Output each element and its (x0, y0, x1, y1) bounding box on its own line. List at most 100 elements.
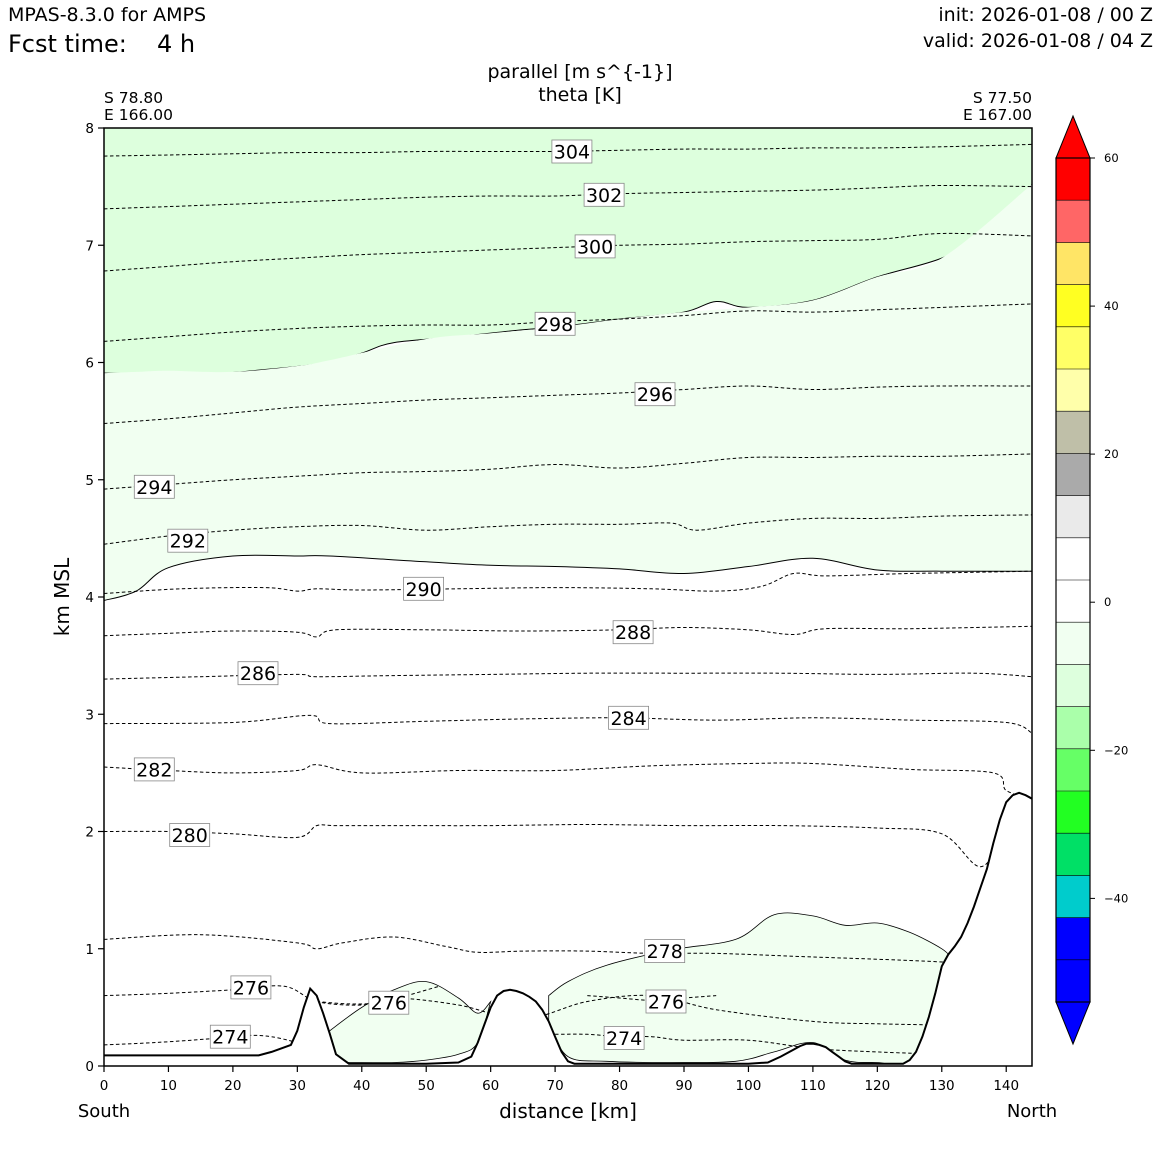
shade-region-1 (104, 184, 1032, 601)
colorbar-bin (1056, 664, 1090, 707)
theta-contour-288 (104, 625, 1032, 638)
colorbar-tick-label: 0 (1104, 595, 1111, 609)
colorbar-bin (1056, 158, 1090, 201)
y-tick-label: 6 (85, 356, 94, 372)
chart-title-parallel: parallel [m s^{-1}] (487, 61, 672, 83)
contour-label-box-5 (644, 939, 686, 963)
colorbar-frame (1055, 157, 1091, 1003)
colorbar-bin (1056, 369, 1090, 412)
colorbar-tick-label: −20 (1104, 743, 1128, 757)
theta-contour-302 (104, 184, 1032, 210)
x-tick-label: 120 (864, 1078, 890, 1094)
x-tick-label: 140 (993, 1078, 1019, 1094)
theta-contour-300 (104, 232, 1032, 272)
contour-label-274: 274 (606, 1028, 642, 1050)
theta-contour-284 (104, 714, 1032, 734)
contour-label-box-8 (608, 705, 649, 730)
theta-contour-290 (104, 570, 1032, 594)
y-tick-label: 1 (85, 942, 94, 958)
south-label: South (78, 1101, 130, 1122)
model-title: MPAS-8.3.0 for AMPS (8, 4, 207, 26)
colorbar-bin (1056, 875, 1090, 918)
contour-label-278: 278 (647, 941, 683, 963)
shade-boundary-1 (104, 554, 1032, 601)
x-tick-label: 60 (482, 1078, 499, 1094)
contour-label-292: 292 (170, 531, 206, 553)
terrain-line (104, 791, 1032, 1065)
colorbar-bin (1056, 917, 1090, 961)
contour-label-box-9 (237, 661, 279, 686)
init-time: init: 2026-01-08 / 00 Z (938, 4, 1153, 26)
colorbar-over-arrow (1055, 114, 1091, 159)
theta-contour-278 (104, 934, 968, 966)
theta-contour-274 (555, 1033, 942, 1055)
y-tick-label: 7 (85, 238, 94, 254)
contour-label-300: 300 (577, 236, 613, 258)
contour-label-276: 276 (233, 977, 269, 999)
colorbar-under-arrow (1055, 1001, 1091, 1046)
y-tick-label: 5 (85, 473, 94, 489)
contour-label-276: 276 (371, 993, 407, 1015)
colorbar-bin (1056, 411, 1090, 454)
theta-contour-282 (104, 762, 1032, 800)
x-tick-label: 0 (100, 1078, 109, 1094)
colorbar-bin (1056, 200, 1090, 243)
theta-contour-274 (104, 1034, 298, 1046)
colorbar-bin (1056, 959, 1090, 1003)
valid-time: valid: 2026-01-08 / 04 Z (922, 30, 1153, 52)
contour-label-box-0 (209, 1024, 251, 1049)
terrain-profile (104, 791, 1032, 1066)
x-tick-label: 130 (929, 1078, 955, 1094)
contour-label-box-4 (645, 989, 687, 1014)
contour-label-box-15 (534, 311, 576, 336)
shade-outline-3 (329, 980, 492, 1064)
contour-label-box-16 (574, 234, 616, 259)
x-tick-label: 80 (611, 1078, 628, 1094)
right-end-lon: E 167.00 (963, 106, 1032, 124)
contour-label-302: 302 (586, 185, 622, 207)
colorbar-bin (1056, 622, 1090, 665)
right-end-lat: S 77.50 (973, 89, 1032, 107)
contour-label-304: 304 (554, 142, 590, 164)
terrain-fill (104, 792, 1032, 1066)
contour-label-box-11 (403, 576, 445, 601)
forecast-time-label: Fcst time: (8, 30, 127, 58)
colorbar-tick-label: 60 (1104, 151, 1119, 165)
y-axis-label: km MSL (50, 557, 74, 636)
contour-label-296: 296 (637, 384, 673, 406)
shade-region-3 (329, 981, 491, 1063)
colorbar-tick-label: 40 (1104, 299, 1119, 313)
contour-label-274: 274 (212, 1027, 248, 1049)
colorbar-bin (1056, 495, 1090, 539)
colorbar-bin (1056, 453, 1090, 496)
y-tick-label: 0 (85, 1059, 94, 1075)
contour-label-282: 282 (136, 759, 172, 781)
theta-contour-286 (104, 672, 1032, 680)
colorbar-bin (1056, 242, 1090, 285)
x-tick-label: 40 (353, 1078, 370, 1094)
contour-label-294: 294 (136, 477, 172, 499)
x-axis-ticks: 0 10 20 30 40 50 60 70 80 90 100 110 120 130 140 (100, 1066, 1019, 1094)
y-tick-label: 2 (85, 825, 94, 841)
left-end-lon: E 166.00 (104, 106, 173, 124)
colorbar-bin (1056, 537, 1090, 581)
colorbar-bin (1056, 326, 1090, 370)
colorbar-tick-label: 20 (1104, 447, 1119, 461)
x-tick-label: 10 (160, 1078, 177, 1094)
x-tick-label: 30 (289, 1078, 306, 1094)
colorbar-bin (1056, 580, 1090, 623)
contour-label-286: 286 (240, 663, 276, 685)
forecast-time-value: 4 h (157, 30, 196, 58)
contour-label-box-2 (230, 975, 272, 1000)
x-tick-label: 70 (547, 1078, 564, 1094)
contour-label-288: 288 (615, 622, 651, 644)
y-tick-label: 4 (85, 590, 94, 606)
contour-label-276: 276 (648, 992, 684, 1014)
contour-label-box-14 (634, 382, 676, 407)
left-end-lat: S 78.80 (104, 89, 163, 107)
contour-label-290: 290 (405, 579, 441, 601)
colorbar-bin (1056, 706, 1090, 750)
y-axis-ticks: 0 1 2 3 4 5 6 7 8 (85, 121, 104, 1075)
x-axis-label: distance [km] (499, 1099, 637, 1123)
